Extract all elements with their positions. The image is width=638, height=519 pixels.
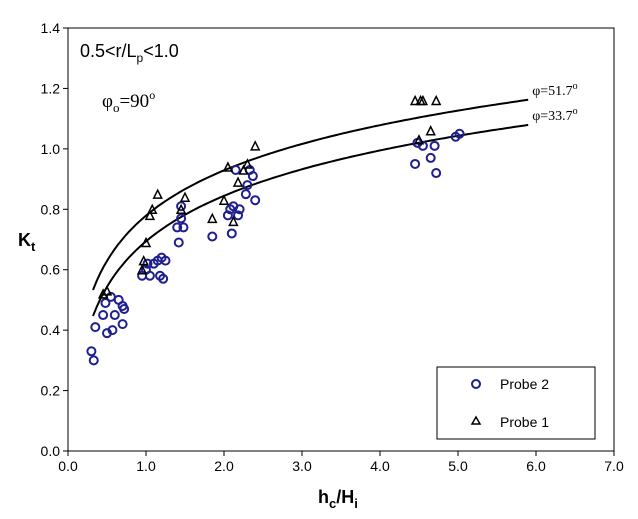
- probe-1-point: [144, 209, 156, 221]
- probe-2-point: [250, 195, 261, 206]
- probe-2-point: [431, 168, 442, 179]
- fit-curve-line: [92, 98, 529, 291]
- tick-labels: 0.0 1.0 2.0 3.0 4.0 5.0 6.0 7.0 0.0 0.2 0.4 0.6 0.8 1…: [41, 20, 624, 474]
- probe-1-point: [249, 140, 261, 151]
- probe-1-point: [417, 94, 429, 106]
- probe-1-point: [228, 215, 239, 227]
- angle-annotation: φo=90o: [102, 88, 155, 115]
- probe-2-point: [90, 322, 101, 333]
- x-tick-label: 2.0: [214, 458, 234, 474]
- probe-1-point: [179, 191, 191, 202]
- probe-2-point: [109, 310, 120, 321]
- probe-1-point: [147, 203, 158, 215]
- legend-box: [436, 366, 596, 440]
- y-tick-label: 0.8: [41, 201, 61, 217]
- probe-2-point: [247, 171, 258, 182]
- legend-label-probe-1: Probe 1: [500, 414, 549, 430]
- y-tick-label: 1.2: [41, 80, 61, 96]
- probe-2-point: [410, 158, 421, 169]
- probe-2-point: [425, 152, 436, 163]
- y-tick-label: 1.0: [41, 141, 61, 157]
- probe-2-point: [86, 346, 97, 357]
- probe-2-point: [142, 258, 153, 269]
- probe-2-point: [100, 297, 111, 308]
- legend: Probe 2 Probe 1: [436, 366, 596, 440]
- probe-2-point: [207, 231, 218, 242]
- probe-2-point: [107, 325, 118, 336]
- probe-2-point: [173, 237, 184, 248]
- x-tick-label: 6.0: [526, 458, 546, 474]
- fit-curve-line: [92, 123, 529, 317]
- probe-2-point: [117, 319, 128, 330]
- y-tick-label: 0.0: [41, 443, 61, 459]
- probe-2-point: [240, 189, 251, 200]
- x-tick-label: 1.0: [136, 458, 156, 474]
- y-tick-label: 0.4: [41, 322, 61, 338]
- fit-curve-labels: φ=51.7o φ=33.7o: [532, 81, 577, 124]
- x-tick-label: 3.0: [292, 458, 312, 474]
- range-annotation: 0.5<r/Lp<1.0: [80, 41, 179, 65]
- probe-1-point: [232, 176, 244, 187]
- probe-2-point: [160, 255, 171, 266]
- x-axis-label: hc/Hi: [318, 487, 358, 511]
- probe-2-point: [158, 273, 169, 284]
- probe-2-point: [88, 355, 99, 366]
- legend-label-probe-2: Probe 2: [500, 376, 549, 392]
- plot-area: 0.0 1.0 2.0 3.0 4.0 5.0 6.0 7.0 0.0 0.2 0.4 0.6 0.8 1…: [41, 20, 624, 474]
- probe-2-point: [178, 222, 189, 233]
- y-tick-label: 0.2: [41, 383, 61, 399]
- probe-1-point: [101, 285, 113, 296]
- probe-2-point: [172, 222, 183, 233]
- probe-1-point: [138, 254, 149, 266]
- y-tick-label: 1.4: [41, 20, 61, 36]
- probe-2-point: [144, 270, 155, 281]
- probe-2-point: [242, 180, 253, 191]
- probe-1-point: [222, 161, 234, 172]
- probe-2-point: [98, 310, 109, 321]
- probe-2-point: [233, 210, 244, 221]
- probe-1-point: [140, 236, 152, 248]
- probe-1-point: [242, 158, 253, 169]
- probe-2-point: [417, 140, 428, 151]
- probe-1-point: [413, 134, 425, 145]
- probe-1-point: [218, 194, 230, 205]
- fit-curve-label: φ=51.7o: [532, 81, 577, 99]
- probe-2-point: [176, 213, 187, 224]
- probe-1-point: [207, 212, 218, 224]
- probe-1-point: [152, 188, 163, 199]
- fit-curve-label: φ=33.7o: [532, 106, 577, 124]
- probe-1-point: [136, 264, 148, 275]
- y-axis-label: Kt: [18, 230, 36, 254]
- probe-2-point: [230, 165, 241, 176]
- y-tick-label: 0.6: [41, 262, 61, 278]
- probe-1-point: [175, 203, 187, 215]
- probe-2-point: [226, 228, 237, 239]
- legend-circle-marker: [471, 379, 481, 389]
- probe-1-point: [425, 125, 436, 136]
- x-tick-label: 4.0: [370, 458, 390, 474]
- plot-border: [67, 27, 615, 452]
- probe-1-point: [430, 94, 442, 106]
- probe-2-point: [454, 128, 465, 139]
- data-points: [86, 94, 465, 366]
- probe-2-point: [119, 303, 130, 314]
- probe-1-point: [238, 164, 249, 175]
- probe-1-point: [97, 288, 109, 299]
- probe-1-point: [409, 94, 421, 106]
- probe-2-point: [222, 210, 233, 221]
- probe-2-point: [234, 204, 245, 215]
- x-tick-label: 5.0: [448, 458, 468, 474]
- x-tick-label: 0.0: [58, 458, 78, 474]
- probe-2-point: [429, 140, 440, 151]
- probe-2-point: [176, 201, 187, 212]
- x-tick-label: 7.0: [604, 458, 624, 474]
- axis-ticks: [63, 27, 615, 456]
- legend-triangle-marker: [470, 415, 482, 425]
